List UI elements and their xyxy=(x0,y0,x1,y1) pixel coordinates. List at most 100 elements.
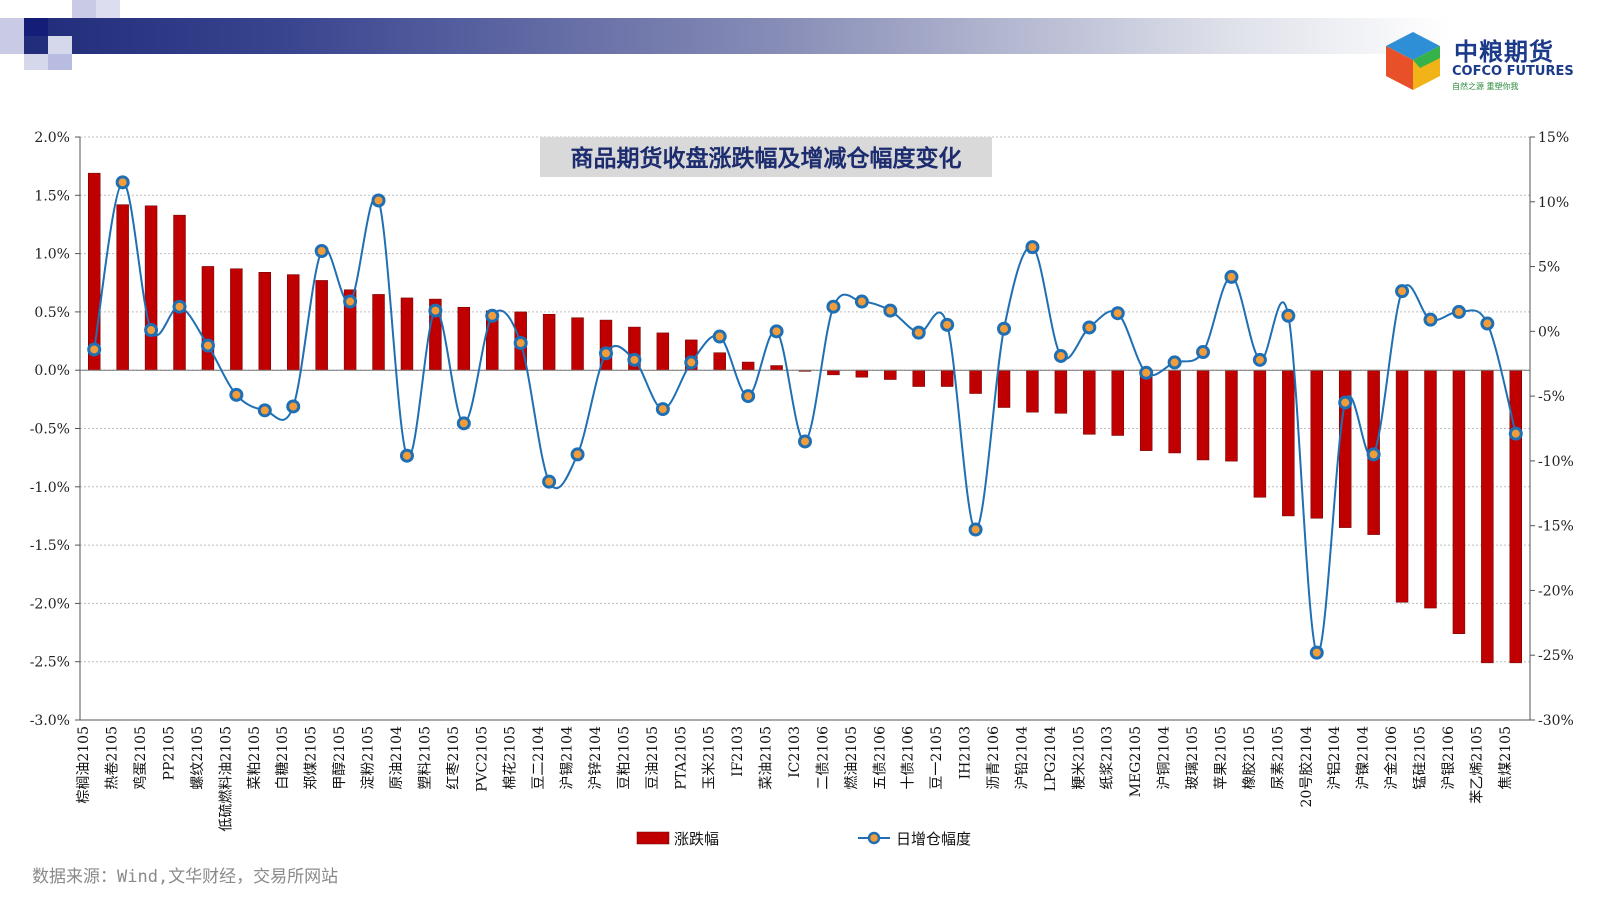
x-tick-label: 淀粉2105 xyxy=(361,726,377,790)
line-point-沥青2106 xyxy=(997,321,1012,336)
line-point-IH2103 xyxy=(968,522,983,537)
right-axis-tick-label: -15% xyxy=(1538,519,1574,535)
bar-沪铜2104 xyxy=(1168,369,1181,454)
left-axis-tick-label: -1.5% xyxy=(30,538,70,554)
bar-锰硅2105 xyxy=(1424,369,1437,609)
x-tick-label: MEG2105 xyxy=(1128,726,1144,797)
x-tick-label: 20号胶2104 xyxy=(1298,726,1315,808)
bar-沪锡2104 xyxy=(571,317,584,371)
right-axis-tick-label: -20% xyxy=(1538,583,1574,599)
logo-name-cn: 中粮期货 xyxy=(1454,38,1554,66)
line-point-郑煤2105 xyxy=(314,244,329,259)
bar-橡胶2105 xyxy=(1253,369,1267,498)
x-tick-label: 苯乙烯2105 xyxy=(1468,726,1485,804)
x-tick-label: 沪银2106 xyxy=(1441,726,1457,790)
line-point-棕榈油2105 xyxy=(87,342,102,357)
line-point-沪铝2104 xyxy=(1338,395,1353,410)
line-point-沪锡2104 xyxy=(570,447,585,462)
x-tick-label: 菜粕2105 xyxy=(247,726,263,790)
line-point-苯乙烯2105 xyxy=(1480,316,1495,331)
x-tick-label: 沥青2106 xyxy=(986,726,1002,790)
line-point-橡胶2105 xyxy=(1252,352,1267,367)
line-point-沪锌2104 xyxy=(598,346,613,361)
line-point-IC2103 xyxy=(798,434,812,449)
x-tick-label: 尿素2105 xyxy=(1270,726,1286,790)
chart-title-box xyxy=(540,137,992,177)
bar-粳米2105 xyxy=(1083,369,1096,435)
legend-bar-swatch xyxy=(636,831,670,845)
left-axis-tick-label: -3.0% xyxy=(30,713,70,729)
x-tick-label: 橡胶2105 xyxy=(1241,726,1258,790)
left-axis-tick-label: -1.0% xyxy=(30,480,70,496)
x-tick-label: 沪镍2104 xyxy=(1356,726,1372,790)
x-tick-label: 粳米2105 xyxy=(1071,726,1087,790)
line-point-低硫燃料油2105 xyxy=(229,387,244,402)
header-square-7 xyxy=(48,54,72,70)
x-tick-label: 豆油2105 xyxy=(645,726,661,790)
x-tick-label: 锰硅2105 xyxy=(1412,726,1428,790)
data-source-note: 数据来源：Wind,文华财经，交易所网站 xyxy=(32,867,339,887)
x-tick-label: 甲醇2105 xyxy=(331,726,348,790)
x-tick-label: 玻璃2105 xyxy=(1184,726,1201,790)
chart-title: 商品期货收盘涨跌幅及增减仓幅度变化 xyxy=(571,145,962,172)
bar-苹果2105 xyxy=(1225,369,1238,462)
right-axis-tick-label: 0% xyxy=(1538,324,1560,340)
line-point-菜油2105 xyxy=(769,324,784,339)
bar-菜粕2105 xyxy=(258,272,272,371)
x-tick-label: 沪铅2104 xyxy=(1014,726,1030,790)
x-tick-label: PVC2105 xyxy=(474,726,490,792)
open-interest-line xyxy=(93,181,1517,654)
company-logo: 中粮期货 COFCO FUTURES 自然之源 重塑你我 xyxy=(1380,28,1580,98)
line-point-塑料2105 xyxy=(428,303,443,318)
legend-bar-label: 涨跌幅 xyxy=(674,830,719,848)
line-point-热卷2105 xyxy=(115,175,130,190)
x-tick-label: 豆粕2105 xyxy=(616,726,632,790)
line-point-粳米2105 xyxy=(1082,320,1097,335)
bar-玻璃2105 xyxy=(1196,369,1210,461)
logo-cube-icon xyxy=(1386,32,1440,90)
line-point-二债2106 xyxy=(826,299,841,314)
bar-豆二2104 xyxy=(542,313,556,371)
x-tick-label: 二债2106 xyxy=(815,726,831,790)
header-square-1 xyxy=(24,18,48,36)
left-axis-tick-label: 2.0% xyxy=(34,130,70,146)
line-point-PVC2105 xyxy=(485,308,500,323)
bar-白糖2105 xyxy=(287,274,300,371)
right-axis-tick-label: -10% xyxy=(1538,454,1574,470)
bar-低硫燃料油2105 xyxy=(230,268,243,371)
bar-苯乙烯2105 xyxy=(1481,369,1494,664)
x-tick-label: LPG2104 xyxy=(1043,726,1059,792)
bar-沪铅2104 xyxy=(1026,369,1039,413)
line-point-苹果2105 xyxy=(1224,269,1239,284)
right-axis-tick-label: -25% xyxy=(1538,648,1574,664)
left-axis-tick-label: -2.0% xyxy=(30,596,70,612)
right-axis-tick-label: 10% xyxy=(1538,195,1569,211)
line-point-PTA2105 xyxy=(684,355,699,370)
line-point-IF2103 xyxy=(741,389,756,404)
header-square-3 xyxy=(72,0,96,18)
x-tick-label: 塑料2105 xyxy=(417,726,433,790)
line-point-棉花2105 xyxy=(513,335,528,350)
line-point-沪银2106 xyxy=(1451,304,1466,319)
bar-IH2103 xyxy=(969,369,982,394)
x-tick-label: 红枣2105 xyxy=(446,726,462,790)
x-tick-label: 白糖2105 xyxy=(275,726,291,790)
left-axis-tick-label: -0.5% xyxy=(30,422,70,438)
x-tick-label: 纸浆2103 xyxy=(1100,726,1116,790)
bar-五债2106 xyxy=(884,369,897,380)
bar-鸡蛋2105 xyxy=(144,205,158,371)
x-tick-label: 十债2106 xyxy=(901,726,917,790)
bar-沥青2106 xyxy=(997,369,1011,408)
legend-line-label: 日增仓幅度 xyxy=(896,830,971,848)
line-point-沪金2106 xyxy=(1395,284,1410,299)
line-point-豆一2105 xyxy=(940,317,955,332)
bar-燃油2105 xyxy=(855,369,869,378)
x-tick-label: 五债2106 xyxy=(872,726,888,790)
line-point-沪镍2104 xyxy=(1366,447,1381,462)
left-axis-tick-label: 0.5% xyxy=(34,305,70,321)
bar-沪金2106 xyxy=(1395,369,1409,603)
x-tick-label: 热卷2105 xyxy=(105,726,121,790)
x-tick-label: 燃油2105 xyxy=(843,726,860,790)
x-tick-label: 沪铝2104 xyxy=(1327,726,1343,790)
